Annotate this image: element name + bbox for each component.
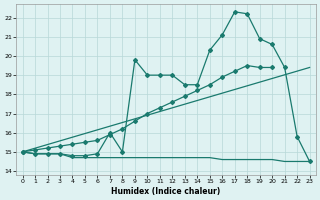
X-axis label: Humidex (Indice chaleur): Humidex (Indice chaleur) (111, 187, 221, 196)
